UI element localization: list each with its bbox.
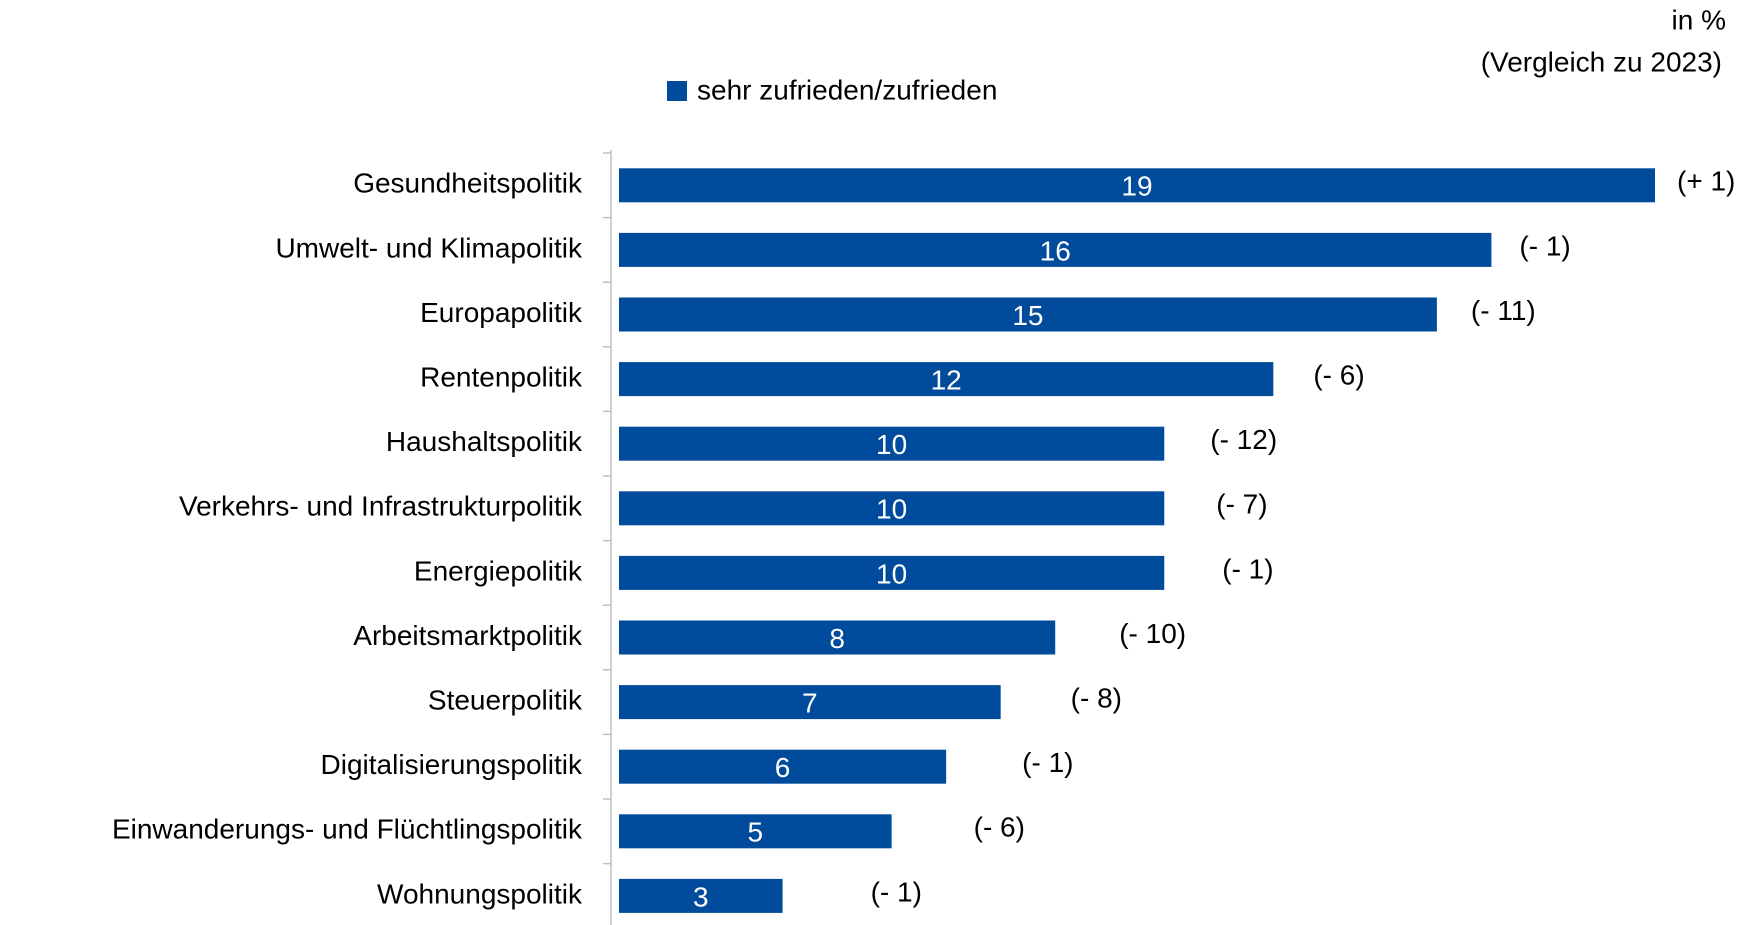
change-label: (+ 1) <box>1677 166 1735 197</box>
value-label: 7 <box>802 687 818 718</box>
value-label: 5 <box>748 817 764 848</box>
value-label: 19 <box>1121 171 1152 202</box>
category-label: Umwelt- und Klimapolitik <box>275 232 583 263</box>
bar <box>619 620 1056 655</box>
value-label: 8 <box>829 623 845 654</box>
change-label: (- 1) <box>1022 747 1073 778</box>
bar <box>619 362 1274 397</box>
change-label: (- 1) <box>1222 553 1273 584</box>
category-label: Digitalisierungspolitik <box>321 749 583 780</box>
bar <box>619 297 1437 332</box>
value-label: 12 <box>931 364 962 395</box>
category-label: Rentenpolitik <box>420 361 583 392</box>
category-label: Wohnungspolitik <box>377 878 583 909</box>
bar <box>619 491 1165 526</box>
comparison-note: (Vergleich zu 2023) <box>1481 46 1722 77</box>
category-label: Europapolitik <box>420 297 583 328</box>
bar <box>619 232 1492 267</box>
legend-swatch <box>667 81 687 101</box>
change-label: (- 1) <box>871 876 922 907</box>
category-label: Energiepolitik <box>414 555 583 586</box>
category-label: Haushaltspolitik <box>386 426 583 457</box>
bar <box>619 878 783 913</box>
legend-label: sehr zufrieden/zufrieden <box>697 74 997 105</box>
unit-label: in % <box>1672 4 1726 35</box>
value-label: 10 <box>876 558 907 589</box>
change-label: (- 12) <box>1210 424 1277 455</box>
bar <box>619 685 1001 720</box>
category-label: Gesundheitspolitik <box>353 168 583 199</box>
change-label: (- 8) <box>1071 682 1122 713</box>
value-label: 16 <box>1040 235 1071 266</box>
change-label: (- 10) <box>1119 618 1186 649</box>
value-label: 6 <box>775 752 791 783</box>
change-label: (- 11) <box>1471 295 1536 326</box>
value-label: 3 <box>693 881 709 912</box>
category-label: Steuerpolitik <box>428 684 583 715</box>
change-label: (- 1) <box>1519 230 1570 261</box>
bar <box>619 168 1655 203</box>
bar <box>619 814 892 849</box>
value-label: 10 <box>876 494 907 525</box>
change-label: (- 6) <box>974 812 1025 843</box>
value-label: 10 <box>876 429 907 460</box>
bar <box>619 426 1165 461</box>
bar <box>619 555 1165 590</box>
bar <box>619 749 947 784</box>
category-label: Arbeitsmarktpolitik <box>353 620 583 651</box>
value-label: 15 <box>1012 300 1043 331</box>
change-label: (- 7) <box>1216 489 1267 520</box>
change-label: (- 6) <box>1313 359 1364 390</box>
category-label: Einwanderungs- und Flüchtlingspolitik <box>112 814 583 845</box>
category-label: Verkehrs- und Infrastrukturpolitik <box>179 491 583 522</box>
